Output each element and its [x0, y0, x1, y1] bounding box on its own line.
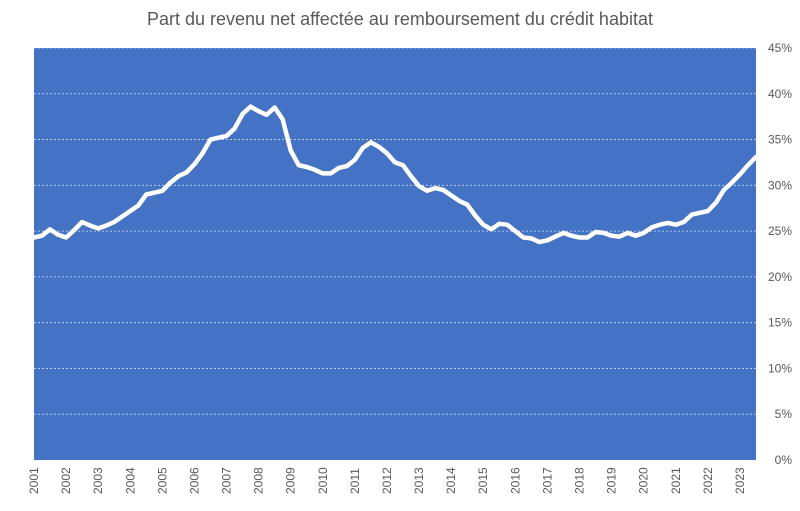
- y-tick-label: 5%: [775, 407, 793, 421]
- x-tick-label: 2008: [252, 467, 266, 494]
- x-tick-label: 2001: [27, 467, 41, 494]
- y-tick-label: 15%: [768, 316, 792, 330]
- x-tick-label: 2014: [444, 467, 458, 494]
- y-tick-label: 25%: [768, 224, 792, 238]
- x-tick-label: 2002: [59, 467, 73, 494]
- x-tick-label: 2015: [476, 467, 490, 494]
- y-tick-label: 35%: [768, 133, 792, 147]
- gridlines: [34, 47, 756, 415]
- y-tick-label: 0%: [775, 453, 793, 467]
- x-tick-label: 2006: [187, 467, 201, 494]
- y-axis-ticks: 0% 5% 10% 15% 20% 25% 30% 35% 40% 45%: [768, 41, 792, 467]
- series-layer: [31, 104, 759, 245]
- x-tick-label: 2011: [348, 468, 362, 494]
- x-axis-ticks: 2001 2002 2003 2004 2005 2006 2007 2008 2009 2010…: [27, 467, 747, 494]
- x-tick-label: 2005: [155, 467, 169, 494]
- x-tick-label: 2021: [669, 467, 683, 494]
- y-tick-label: 20%: [768, 270, 792, 284]
- x-tick-label: 2013: [412, 467, 426, 494]
- series-line: [31, 104, 759, 245]
- x-tick-label: 2007: [220, 467, 234, 494]
- y-tick-label: 10%: [768, 361, 792, 375]
- x-tick-label: 2020: [637, 467, 651, 494]
- y-tick-label: 40%: [768, 87, 792, 101]
- x-tick-label: 2017: [540, 467, 554, 494]
- x-tick-label: 2012: [380, 467, 394, 494]
- x-tick-label: 2010: [316, 467, 330, 494]
- x-tick-label: 2019: [605, 467, 619, 494]
- x-tick-label: 2018: [573, 467, 587, 494]
- x-tick-label: 2023: [733, 467, 747, 494]
- x-tick-label: 2022: [701, 467, 715, 494]
- x-tick-label: 2016: [508, 467, 522, 494]
- x-tick-label: 2003: [91, 467, 105, 494]
- chart-title: Part du revenu net affectée au rembourse…: [147, 9, 653, 29]
- y-tick-label: 45%: [768, 41, 792, 55]
- x-tick-label: 2009: [284, 467, 298, 494]
- y-tick-label: 30%: [768, 178, 792, 192]
- x-tick-label: 2004: [123, 467, 137, 494]
- plot-area-background: [34, 48, 756, 460]
